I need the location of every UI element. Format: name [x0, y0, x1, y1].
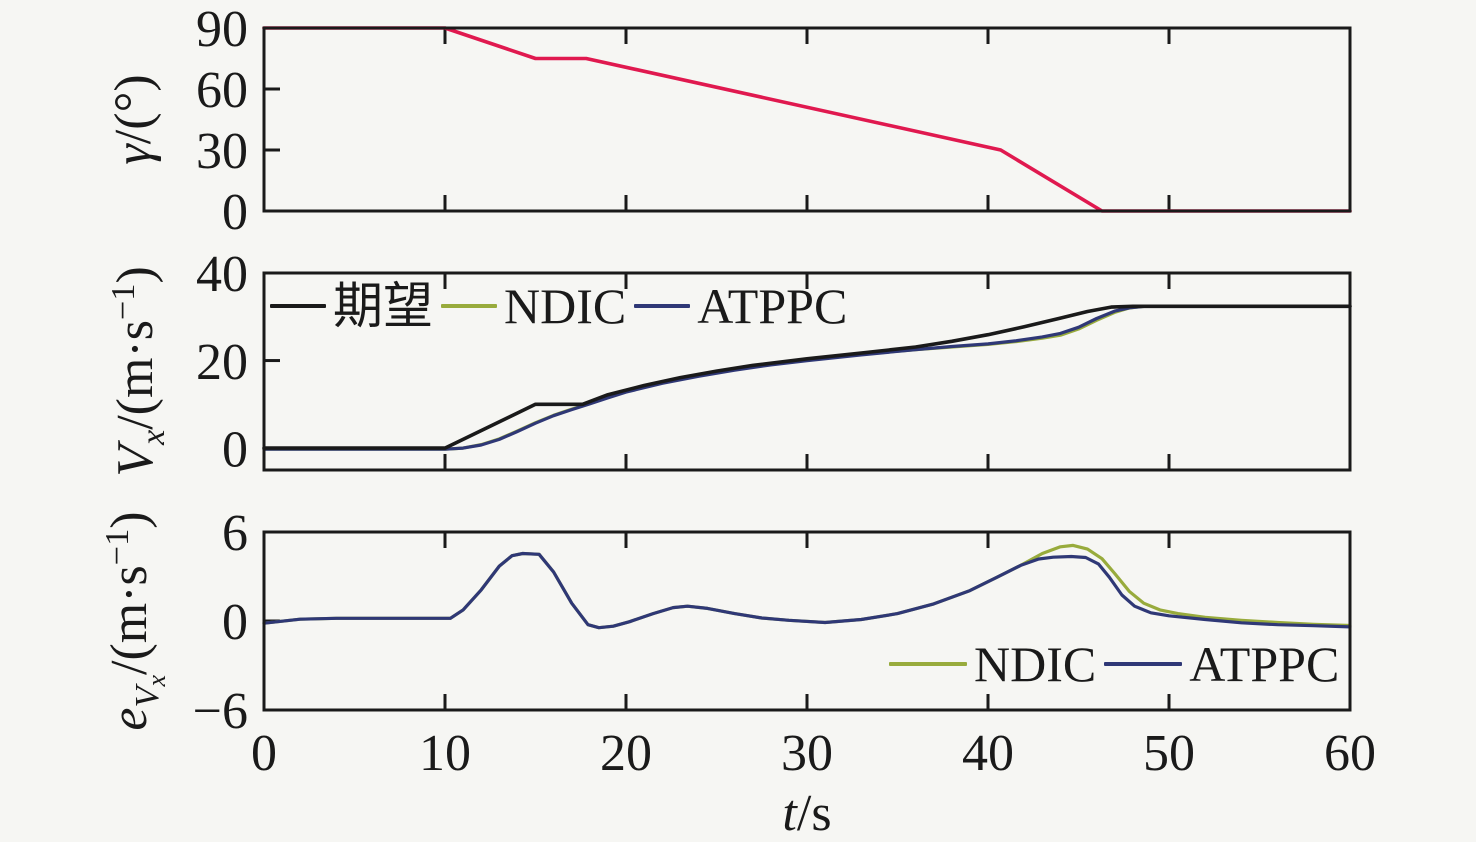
y-tick-label: 60 — [196, 62, 248, 119]
legend-item-期望: 期望 — [270, 281, 441, 331]
y-tick-label: 20 — [196, 334, 248, 391]
legend-line-swatch — [270, 304, 326, 308]
y-tick-label: 30 — [196, 123, 248, 180]
x-axis-label: t/s — [782, 785, 831, 842]
legend-item-ndic: NDIC — [889, 639, 1104, 689]
y-axis-label: γ/(°) — [105, 74, 162, 164]
plot-box — [262, 530, 1352, 712]
y-axis-label: eVx/(m·s−1) — [98, 511, 171, 730]
y-tick-label: 0 — [222, 184, 248, 241]
y-tick-label: 6 — [222, 505, 248, 562]
legend-vx: 期望 NDIC ATPPC — [270, 281, 855, 331]
legend-line-swatch — [634, 304, 691, 308]
plot-box — [262, 26, 1352, 213]
legend-item-atppc: ATPPC — [634, 281, 855, 331]
legend-label: ATPPC — [1189, 636, 1340, 692]
x-tick-label: 50 — [1143, 725, 1195, 782]
y-axis-label: Vx/(m·s−1) — [104, 266, 172, 477]
series-gamma-command — [262, 26, 1352, 213]
legend-label: 期望 — [333, 278, 433, 334]
series-ndic — [262, 543, 1352, 630]
y-tick-label: 0 — [222, 421, 248, 478]
x-tick-label: 30 — [781, 725, 833, 782]
vx-plot: 0 20 40 Vx/(m·s−1) — [104, 246, 1352, 478]
series-atppc — [262, 304, 1352, 451]
plot-box — [262, 271, 1352, 472]
legend-line-swatch — [889, 662, 967, 666]
legend-item-atppc: ATPPC — [1104, 639, 1347, 689]
y-tick-label: 90 — [196, 1, 248, 58]
legend-error: NDIC ATPPC — [889, 639, 1347, 689]
series-atppc — [262, 551, 1352, 630]
legend-line-swatch — [1104, 662, 1183, 666]
x-tick-label: 60 — [1324, 725, 1376, 782]
y-tick-label: 40 — [196, 246, 248, 303]
legend-label: ATPPC — [697, 278, 848, 334]
legend-label: NDIC — [974, 636, 1097, 692]
x-tick-label: 40 — [962, 725, 1014, 782]
x-tick-label: 0 — [251, 725, 277, 782]
x-tick-label: 20 — [600, 725, 652, 782]
y-tick-label: −6 — [193, 683, 248, 740]
legend-label: NDIC — [504, 278, 627, 334]
x-tick-label: 10 — [419, 725, 471, 782]
legend-line-swatch — [441, 304, 497, 308]
y-tick-label: 0 — [222, 594, 248, 651]
series-desired — [262, 304, 1352, 450]
legend-item-ndic: NDIC — [441, 281, 634, 331]
